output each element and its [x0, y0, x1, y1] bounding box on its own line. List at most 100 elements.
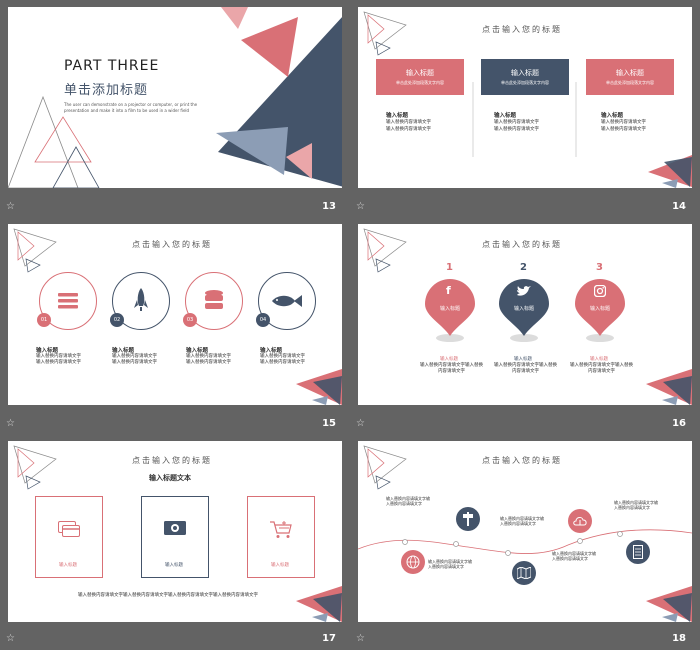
- item-line: 输入替换内容请填文字: [186, 354, 231, 359]
- pin-caption: 输入标题: [590, 357, 608, 362]
- pin-label: 输入标题: [513, 306, 534, 312]
- globe-icon: [406, 555, 420, 569]
- timeline-note: 输入替换内容请填文字输: [386, 496, 430, 501]
- slide-title: 点击输入您的标题: [482, 456, 562, 465]
- item-line: 输入替换内容请填文字: [386, 120, 431, 125]
- instagram-icon: [594, 285, 606, 297]
- star-icon: ☆: [356, 201, 365, 212]
- circle-frame-1: [39, 272, 97, 330]
- card-3[interactable]: [247, 496, 315, 578]
- part-heading: PART THREE: [64, 58, 160, 74]
- map-icon: [517, 567, 531, 579]
- item-line: 输入替换内容请填文字: [36, 360, 81, 365]
- item-line: 输入替换内容请填文字: [260, 354, 305, 359]
- part-description-line-2: presentation and make it into a film to …: [64, 108, 190, 113]
- pin-number: 2: [520, 262, 527, 273]
- circle-frame-4: [258, 272, 316, 330]
- timeline-note: 输入替换内容请填文字输: [614, 500, 658, 505]
- item-line: 输入替换内容请填文字: [260, 360, 305, 365]
- card-1[interactable]: [35, 496, 103, 578]
- slide-14-bar: ☆ 14: [350, 198, 694, 218]
- card-2[interactable]: [141, 496, 209, 578]
- database-icon: [205, 290, 223, 309]
- fish-icon: [272, 295, 302, 307]
- header-box-1[interactable]: 输入标题 单击此处添加段落文字内容: [376, 59, 464, 95]
- box-label: 输入标题: [616, 69, 644, 77]
- pin-text-line: 内容请填文字: [588, 369, 615, 374]
- number-badge: 03: [183, 313, 197, 327]
- header-box-2[interactable]: 输入标题 单击此处添加段落文字内容: [481, 59, 569, 95]
- pin-number: 1: [446, 262, 453, 273]
- part-description-line-1: The user can demonstrate on a projector …: [64, 102, 198, 107]
- item-line: 输入替换内容请填文字: [186, 360, 231, 365]
- pin-text-line: 输入替换内容请填文字输入替换: [420, 363, 483, 368]
- box-label: 输入标题: [511, 69, 539, 77]
- slide-14[interactable]: 点击输入您的标题 输入标题 单击此处添加段落文字内容 输入标题 单击此处添加段落…: [358, 7, 692, 188]
- pin-caption: 输入标题: [514, 357, 532, 362]
- card-label: 输入标题: [59, 563, 77, 568]
- box-label: 输入标题: [406, 69, 434, 77]
- star-icon: ☆: [6, 418, 15, 429]
- number-badge: 02: [110, 313, 124, 327]
- slide-18-decoration: [358, 445, 692, 622]
- item-line: 输入替换内容请填文字: [494, 127, 539, 132]
- circle-frame-2: [112, 272, 170, 330]
- menu-icon: [58, 293, 78, 309]
- slide-13[interactable]: PART THREE 单击添加标题 The user can demonstra…: [8, 7, 342, 188]
- slide-number: 17: [322, 633, 336, 644]
- box-sub: 单击此处添加段落文字内容: [501, 80, 549, 85]
- slide-13-bar: ☆ 13: [0, 198, 344, 218]
- slide-18[interactable]: 点击输入您的标题 输入替换内容请填文字输 入替换内容请填文字 输入替换内容请填文…: [358, 441, 692, 622]
- slide-17-decoration: [13, 445, 342, 622]
- star-icon: ☆: [6, 633, 15, 644]
- footer-text: 输入替换内容请填文字输入替换内容请填文字输入替换内容请填文字输入替换内容请填文字: [78, 593, 258, 598]
- pin-label: 输入标题: [589, 306, 610, 312]
- slide-15-decoration: [13, 228, 342, 405]
- circle-frame-3: [185, 272, 243, 330]
- slide-16[interactable]: 点击输入您的标题 1 2 3 f 输入标题 输入标题 输入标题 输入标题 输入替…: [358, 224, 692, 405]
- cloud-upload-icon: [573, 517, 587, 526]
- pin-text-line: 内容请填文字: [438, 369, 465, 374]
- rocket-icon: [134, 288, 148, 311]
- item-line: 输入替换内容请填文字: [112, 354, 157, 359]
- item-line: 输入替换内容请填文字: [494, 120, 539, 125]
- item-head: 输入标题: [386, 113, 409, 119]
- pin-caption: 输入标题: [440, 357, 458, 362]
- timeline-note: 入替换内容请填文字: [386, 501, 422, 506]
- slide-16-decoration: [363, 228, 692, 405]
- slide-number: 13: [322, 201, 336, 212]
- item-line: 输入替换内容请填文字: [112, 360, 157, 365]
- item-line: 输入替换内容请填文字: [601, 120, 646, 125]
- facebook-icon: f: [446, 284, 451, 297]
- item-head: 输入标题: [601, 113, 624, 119]
- timeline-note: 入替换内容请填文字: [614, 505, 650, 510]
- item-line: 输入替换内容请填文字: [36, 354, 81, 359]
- slide-subtitle: 输入标题文本: [149, 474, 191, 482]
- timeline-note: 入替换内容请填文字: [500, 521, 536, 526]
- pin-label: 输入标题: [439, 306, 460, 312]
- item-line: 输入替换内容请填文字: [601, 127, 646, 132]
- slide-number: 15: [322, 418, 336, 429]
- timeline-note: 输入替换内容请填文字输: [552, 551, 596, 556]
- item-head: 输入标题: [260, 348, 283, 354]
- star-icon: ☆: [6, 201, 15, 212]
- slide-17[interactable]: 点击输入您的标题 输入标题文本 输入标题 输入标题 输入标题 输入替换内容请填文…: [8, 441, 342, 622]
- number-badge: 01: [37, 313, 51, 327]
- item-head: 输入标题: [494, 113, 517, 119]
- pin-number: 3: [596, 262, 603, 273]
- signpost-icon: [463, 512, 473, 526]
- slide-13-decoration: [8, 7, 342, 188]
- number-badge: 04: [256, 313, 270, 327]
- slide-number: 18: [672, 633, 686, 644]
- box-sub: 单击此处添加段落文字内容: [606, 80, 654, 85]
- slide-15[interactable]: 点击输入您的标题 01 02 03 04 输入标题 输入替换内容请填文字 输入替…: [8, 224, 342, 405]
- slide-15-bar: ☆ 15: [0, 415, 344, 435]
- slide-17-bar: ☆ 17: [0, 630, 344, 650]
- item-head: 输入标题: [36, 348, 59, 354]
- slide-title: 点击输入您的标题: [482, 25, 562, 34]
- timeline-note: 输入替换内容请填文字输: [428, 559, 472, 564]
- credit-card-icon: [58, 521, 80, 537]
- header-box-3[interactable]: 输入标题 单击此处添加段落文字内容: [586, 59, 674, 95]
- timeline-note: 入替换内容请填文字: [428, 564, 464, 569]
- box-sub: 单击此处添加段落文字内容: [396, 80, 444, 85]
